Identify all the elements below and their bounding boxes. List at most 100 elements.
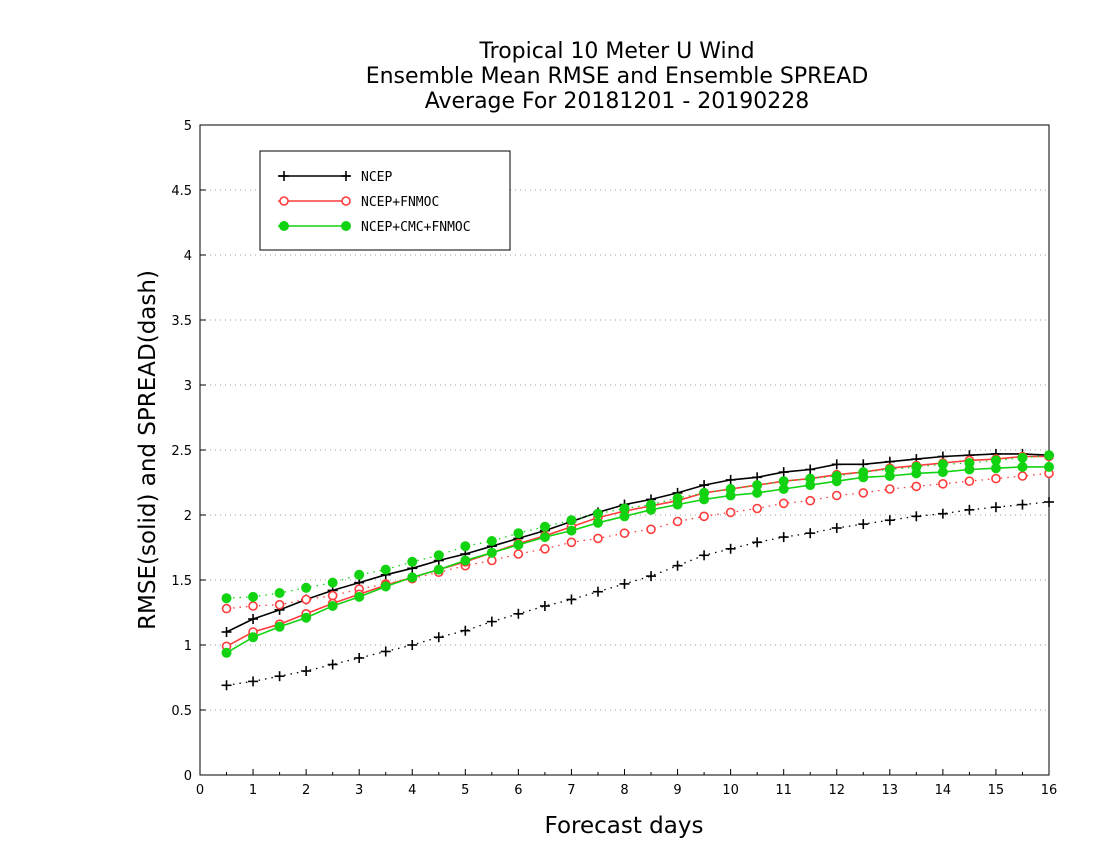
- legend-label-ncep: NCEP: [361, 170, 392, 185]
- data-point-ncep-cmc-fnmoc-spread: [301, 582, 312, 593]
- data-point-ncep-fnmoc-spread: [593, 533, 603, 544]
- data-point-ncep-cmc-fnmoc-rmse: [592, 517, 603, 528]
- series-line-ncep-spread: [226, 501, 1050, 686]
- legend-marker-ncep-fnmoc: [341, 196, 351, 206]
- data-point-ncep-cmc-fnmoc-rmse: [619, 511, 630, 522]
- data-point-ncep-cmc-fnmoc-spread: [460, 541, 471, 552]
- series-area: [221, 448, 1054, 691]
- series-line-ncep-rmse: [226, 453, 1050, 633]
- data-point-ncep-cmc-fnmoc-rmse: [884, 471, 895, 481]
- series-line-ncep-cmc-fnmoc-spread: [226, 454, 1050, 599]
- x-tick-label-10: 10: [722, 783, 739, 798]
- y-tick-label-2.5: 2.5: [171, 444, 192, 459]
- y-tick-label-5: 5: [184, 119, 192, 134]
- title-line-3: Average For 20181201 - 20190228: [425, 89, 810, 114]
- data-point-ncep-fnmoc-spread: [938, 478, 948, 489]
- data-point-ncep-cmc-fnmoc-rmse: [805, 480, 816, 491]
- legend-marker-ncep-fnmoc: [279, 196, 289, 206]
- data-point-ncep-spread: [964, 504, 975, 515]
- data-point-ncep-cmc-fnmoc-rmse: [831, 476, 842, 487]
- data-point-ncep-spread: [646, 571, 657, 582]
- y-axis: 0 0.5 1 1.5 2 2.5 3 3.5 4 4.5 5: [171, 119, 206, 784]
- data-point-ncep-cmc-fnmoc-spread: [327, 577, 338, 588]
- data-point-ncep-fnmoc-spread: [672, 516, 683, 527]
- x-axis: 0 1 2 3 4 5 6 7 8 9 10 11 12 13 14 15 16: [196, 769, 1057, 798]
- x-tick-label-14: 14: [935, 783, 952, 798]
- data-point-ncep-fnmoc-spread: [911, 481, 922, 492]
- data-point-ncep-cmc-fnmoc-spread: [221, 593, 232, 604]
- y-tick-label-4: 4: [184, 249, 192, 264]
- data-point-ncep-spread: [1044, 497, 1054, 507]
- x-tick-label-6: 6: [514, 783, 522, 798]
- data-point-ncep-cmc-fnmoc-rmse: [301, 612, 312, 623]
- data-point-ncep-cmc-fnmoc-spread: [1017, 452, 1028, 463]
- data-point-ncep-cmc-fnmoc-spread: [513, 528, 524, 539]
- data-point-ncep-cmc-fnmoc-spread: [354, 569, 365, 580]
- data-point-ncep-cmc-fnmoc-rmse: [778, 484, 789, 494]
- data-point-ncep-spread: [513, 608, 524, 619]
- x-tick-label-9: 9: [673, 783, 681, 798]
- x-tick-label-13: 13: [882, 783, 899, 798]
- data-point-ncep-cmc-fnmoc-rmse: [964, 464, 975, 475]
- data-point-ncep-cmc-fnmoc-rmse: [380, 581, 391, 592]
- x-tick-label-16: 16: [1041, 783, 1058, 798]
- data-point-ncep-cmc-fnmoc-rmse: [725, 490, 736, 501]
- data-point-ncep-cmc-fnmoc-spread: [380, 564, 391, 575]
- data-point-ncep-cmc-fnmoc-rmse: [646, 504, 657, 515]
- x-tick-label-2: 2: [302, 783, 310, 798]
- data-point-ncep-cmc-fnmoc-rmse: [990, 463, 1001, 474]
- x-tick-label-4: 4: [408, 783, 416, 798]
- legend-marker-ncep-cmc-fnmoc: [279, 221, 289, 231]
- data-point-ncep-rmse: [831, 459, 842, 470]
- data-point-ncep-cmc-fnmoc-rmse: [672, 499, 683, 510]
- data-point-ncep-fnmoc-spread: [831, 490, 842, 501]
- data-point-ncep-cmc-fnmoc-spread: [433, 550, 444, 561]
- data-point-ncep-cmc-fnmoc-rmse: [539, 532, 550, 543]
- data-point-ncep-cmc-fnmoc-spread: [274, 588, 285, 598]
- data-point-ncep-fnmoc-spread: [1017, 471, 1028, 481]
- data-point-ncep-spread: [672, 560, 683, 571]
- data-point-ncep-spread: [937, 508, 948, 519]
- data-point-ncep-cmc-fnmoc-rmse: [566, 525, 577, 536]
- data-point-ncep-cmc-fnmoc-rmse: [327, 601, 338, 611]
- data-point-ncep-fnmoc-spread: [646, 524, 656, 535]
- x-tick-label-3: 3: [355, 783, 363, 798]
- grid-lines: [200, 189, 1049, 711]
- data-point-ncep-fnmoc-spread: [274, 599, 285, 610]
- data-point-ncep-cmc-fnmoc-spread: [1044, 450, 1054, 461]
- data-point-ncep-fnmoc-spread: [991, 473, 1001, 484]
- data-point-ncep-fnmoc-spread: [964, 476, 975, 487]
- data-point-ncep-cmc-fnmoc-spread: [407, 556, 418, 567]
- data-point-ncep-cmc-fnmoc-rmse: [460, 555, 471, 566]
- data-point-ncep-cmc-fnmoc-rmse: [1017, 461, 1028, 472]
- data-point-ncep-fnmoc-spread: [327, 590, 338, 601]
- y-tick-label-0: 0: [184, 769, 192, 784]
- data-point-ncep-cmc-fnmoc-rmse: [699, 494, 710, 505]
- data-point-ncep-spread: [805, 528, 816, 539]
- data-point-ncep-spread: [884, 515, 895, 526]
- data-point-ncep-spread: [725, 543, 736, 554]
- data-point-ncep-spread: [460, 625, 471, 636]
- data-point-ncep-rmse: [248, 614, 259, 624]
- y-tick-label-3.5: 3.5: [171, 314, 192, 329]
- legend-marker-ncep: [341, 171, 351, 181]
- legend-label-ncep-fnmoc: NCEP+FNMOC: [361, 195, 439, 210]
- data-point-ncep-fnmoc-spread: [805, 495, 816, 506]
- data-point-ncep-spread: [990, 502, 1001, 513]
- data-point-ncep-fnmoc-spread: [513, 549, 524, 559]
- data-point-ncep-fnmoc-spread: [221, 603, 232, 614]
- data-point-ncep-cmc-fnmoc-spread: [592, 508, 603, 519]
- data-point-ncep-rmse: [805, 464, 816, 475]
- y-tick-label-3: 3: [184, 379, 192, 394]
- y-tick-label-4.5: 4.5: [171, 184, 192, 199]
- data-point-ncep-spread: [433, 632, 444, 643]
- data-point-ncep-spread: [752, 537, 763, 548]
- x-tick-label-0: 0: [196, 783, 204, 798]
- y-tick-label-0.5: 0.5: [171, 704, 192, 719]
- data-point-ncep-fnmoc-spread: [725, 507, 736, 518]
- x-tick-label-1: 1: [249, 783, 257, 798]
- data-point-ncep-rmse: [778, 467, 789, 478]
- data-point-ncep-cmc-fnmoc-rmse: [752, 487, 763, 498]
- data-point-ncep-fnmoc-spread: [619, 528, 630, 539]
- data-point-ncep-spread: [1017, 499, 1028, 510]
